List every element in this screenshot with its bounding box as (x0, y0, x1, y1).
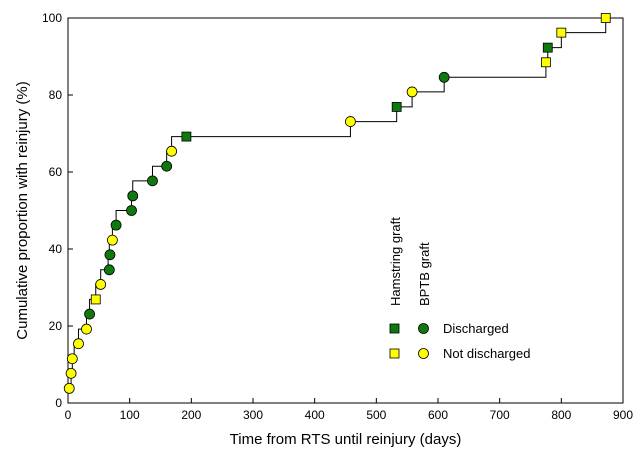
legend-marker-bptb-discharged (418, 323, 429, 334)
point-bptb-graft-discharged (127, 190, 139, 202)
point-hamstring-graft-discharged (391, 102, 402, 112)
legend-label-discharged: Discharged (443, 321, 509, 336)
point-bptb-graft-not-discharged (107, 234, 118, 246)
point-hamstring-graft-not-discharged (90, 294, 101, 305)
x-axis-ticks: 0 100 200 300 400 500 600 700 800 900 (65, 398, 633, 422)
x-tick-label: 400 (305, 408, 325, 422)
point-bptb-graft-discharged (126, 205, 137, 216)
point-bptb-graft-not-discharged (66, 353, 78, 365)
point-bptb-graft-discharged (84, 308, 95, 320)
point-bptb-graft-discharged (161, 160, 173, 172)
x-tick-label: 800 (551, 408, 571, 422)
y-axis-title: Cumulative proportion with reinjury (%) (14, 81, 31, 339)
point-bptb-graft-discharged (147, 175, 158, 187)
point-bptb-graft-not-discharged (65, 367, 77, 379)
y-tick-label: 40 (49, 242, 63, 256)
point-hamstring-graft-discharged (181, 131, 192, 142)
plot-area-frame (67, 17, 624, 404)
point-bptb-graft-not-discharged (73, 338, 84, 350)
y-tick-label: 100 (42, 11, 62, 25)
y-axis-ticks: 0 20 40 60 80 100 (42, 11, 73, 410)
point-hamstring-graft-not-discharged (556, 27, 567, 38)
x-tick-label: 700 (490, 408, 510, 422)
y-tick-label: 60 (49, 165, 63, 179)
point-hamstring-graft-not-discharged (600, 13, 611, 23)
point-bptb-graft-discharged (103, 264, 115, 276)
legend-marker-hamstring-not-discharged (389, 348, 400, 359)
x-tick-label: 200 (181, 408, 201, 422)
data-markers (63, 13, 611, 394)
legend-header-hamstring: Hamstring graft (388, 217, 403, 306)
legend-header-bptb: BPTB graft (417, 242, 432, 306)
point-bptb-graft-not-discharged (166, 145, 178, 157)
point-bptb-graft-discharged (104, 249, 116, 261)
x-tick-label: 300 (243, 408, 263, 422)
x-axis-title: Time from RTS until reinjury (days) (230, 431, 462, 448)
y-tick-label: 80 (49, 88, 63, 102)
legend-label-not-discharged: Not discharged (443, 346, 530, 361)
step-line (68, 18, 607, 389)
x-tick-label: 100 (120, 408, 140, 422)
x-tick-label: 600 (428, 408, 448, 422)
x-tick-label: 900 (613, 408, 633, 422)
legend-marker-bptb-not-discharged (418, 348, 429, 359)
legend: Hamstring graft BPTB graft Discharged No… (388, 217, 530, 361)
x-tick-label: 0 (65, 408, 72, 422)
point-hamstring-graft-discharged (542, 42, 553, 53)
y-tick-label: 20 (49, 319, 63, 333)
point-bptb-graft-not-discharged (345, 116, 356, 127)
point-bptb-graft-discharged (438, 71, 450, 83)
point-bptb-graft-discharged (110, 219, 122, 231)
point-bptb-graft-not-discharged (95, 279, 107, 290)
point-hamstring-graft-not-discharged (541, 57, 551, 68)
legend-marker-hamstring-discharged (389, 323, 400, 334)
x-tick-label: 500 (366, 408, 386, 422)
point-bptb-graft-not-discharged (63, 382, 75, 394)
point-bptb-graft-not-discharged (406, 86, 418, 98)
point-bptb-graft-not-discharged (81, 323, 92, 335)
y-tick-label: 0 (55, 396, 62, 410)
